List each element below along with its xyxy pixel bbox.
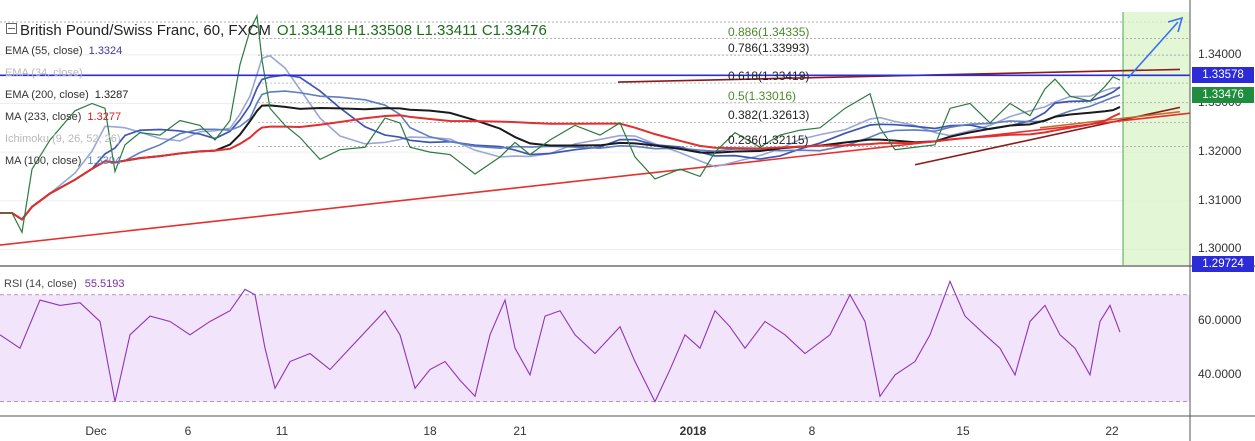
forecast-arrow (1127, 16, 1184, 79)
indicator-label: Ichimoku (9, 26, 52, 26) (5, 133, 121, 145)
ohlc-values: O1.33418 H1.33508 L1.33411 C1.33476 (276, 22, 547, 39)
moving-average-line (0, 74, 1121, 221)
indicator-legend-item[interactable]: EMA (200, close) 1.3287 (5, 89, 128, 101)
rsi-legend-value: 55.5193 (84, 278, 125, 290)
fib-label: 0.5(1.33016) (728, 88, 797, 103)
price-tag: 1.33578 (1192, 67, 1254, 84)
arrow-shaft (1127, 21, 1179, 79)
time-tick-label: 2018 (679, 424, 707, 438)
price-tick-label: 1.30000 (1198, 241, 1242, 256)
price-tag: 1.33476 (1192, 87, 1254, 104)
time-tick-label: 22 (1105, 424, 1119, 438)
moving-average-line (0, 90, 1121, 221)
indicator-legend-item[interactable]: EMA (55, close) 1.3324 (5, 45, 122, 57)
indicator-label: EMA (34, close) (5, 67, 83, 79)
fib-label: 0.786(1.33993) (728, 41, 810, 56)
time-tick-label: Dec (85, 424, 107, 438)
indicator-value: 1.3324 (88, 45, 123, 57)
indicator-legend-item[interactable]: MA (100, close) 1.3304 (5, 155, 121, 167)
fib-label: 0.236(1.32115) (728, 132, 809, 147)
indicator-label: EMA (55, close) (5, 45, 83, 57)
rsi-tick-label: 40.0000 (1198, 366, 1242, 381)
fib-label: 0.886(1.34335) (728, 24, 810, 39)
indicator-value: 1.3304 (87, 155, 122, 167)
arrow-head (1167, 16, 1184, 33)
indicator-value: 1.3287 (94, 89, 129, 101)
rsi-legend-label: RSI (14, close) (4, 278, 77, 290)
moving-averages (0, 54, 1121, 221)
indicator-legend-item[interactable]: EMA (34, close) (5, 67, 83, 79)
forecast-zone (1123, 12, 1190, 265)
fib-label: 0.382(1.32613) (728, 108, 810, 123)
trendline (1039, 110, 1181, 129)
symbol-title: British Pound/Swiss Franc, 60, FXCM (20, 22, 271, 39)
time-tick-label: 21 (513, 424, 527, 438)
moving-average-line (0, 112, 1121, 221)
fib-label: 0.618(1.33419) (728, 69, 810, 84)
rsi-tick-label: 60.0000 (1198, 313, 1242, 328)
trendline (0, 112, 1191, 246)
rsi-series (0, 279, 1121, 403)
indicator-legend-item[interactable]: Ichimoku (9, 26, 52, 26) (5, 133, 121, 145)
rsi-levels (0, 294, 1190, 403)
price-tick-label: 1.32000 (1198, 144, 1242, 159)
indicator-label: MA (100, close) (5, 155, 82, 167)
time-tick-label: 15 (956, 424, 970, 438)
fibonacci-lines (258, 38, 1190, 147)
indicator-label: EMA (200, close) (5, 89, 89, 101)
rsi-legend: RSI (14, close) 55.5193 (4, 278, 125, 290)
chart-header: British Pound/Swiss Franc, 60, FXCM O1.33… (6, 22, 547, 39)
rsi-band (0, 294, 1190, 402)
indicator-label: MA (233, close) (5, 111, 82, 123)
time-tick-label: 6 (184, 424, 192, 438)
price-tag: 1.29724 (1192, 256, 1254, 272)
indicator-legend-item[interactable]: MA (233, close) 1.3277 (5, 111, 121, 123)
indicator-value: 1.3277 (87, 111, 122, 123)
time-tick-label: 11 (275, 424, 289, 438)
price-tick-label: 1.31000 (1198, 192, 1242, 207)
time-tick-label: 8 (808, 424, 816, 438)
price-series (0, 13, 1121, 235)
price-tick-label: 1.34000 (1198, 46, 1242, 61)
square-minus-icon[interactable] (6, 23, 17, 34)
moving-average-line (0, 54, 1121, 221)
time-tick-label: 18 (423, 424, 437, 438)
trendlines (0, 68, 1191, 246)
